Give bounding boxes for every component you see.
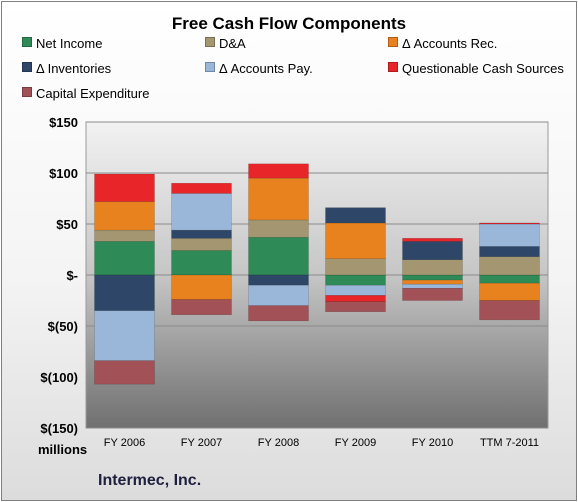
legend-item: Questionable Cash Sources (388, 61, 564, 77)
bar-segment (248, 284, 309, 306)
bar-segment (171, 238, 232, 251)
bar-segment (94, 360, 155, 385)
bar-segment (171, 229, 232, 239)
bar-segment (171, 299, 232, 316)
legend-item: Δ Inventories (22, 61, 111, 77)
bar-segment (171, 274, 232, 300)
y-tick-label: $100 (49, 166, 78, 181)
bar-segment (248, 177, 309, 221)
legend-item: Capital Expenditure (22, 86, 149, 102)
legend-label: Δ Accounts Rec. (402, 36, 498, 51)
y-tick-label: $- (66, 268, 78, 283)
y-tick-label: $150 (49, 115, 78, 130)
legend-item: Net Income (22, 36, 102, 52)
legend-swatch (388, 37, 398, 47)
bar-segment (402, 283, 463, 289)
x-tick-label: FY 2009 (335, 437, 376, 449)
legend-swatch (22, 37, 32, 47)
bar-segment (402, 241, 463, 260)
bar-segment (171, 250, 232, 276)
legend-item: Δ Accounts Rec. (388, 36, 497, 52)
bar-segment (479, 256, 540, 276)
x-tick-label: FY 2008 (258, 437, 299, 449)
bar-segment (479, 222, 540, 225)
legend-swatch (22, 87, 32, 97)
bar-segment (479, 274, 540, 284)
bar-segment (325, 301, 386, 312)
bar-segment (171, 193, 232, 231)
bar-segment (94, 173, 155, 202)
legend-label: Capital Expenditure (36, 86, 150, 101)
units-label: millions (38, 442, 88, 457)
bar-segment (402, 238, 463, 242)
legend-item: Δ Accounts Pay. (205, 61, 313, 77)
legend-swatch (22, 62, 32, 72)
legend-label: Δ Inventories (36, 61, 112, 76)
bar-segment (402, 288, 463, 301)
bar-segment (479, 246, 540, 257)
bar-segment (94, 241, 155, 276)
legend-label: Net Income (36, 36, 103, 51)
bar-segment (325, 207, 386, 224)
bar-segment (402, 274, 463, 281)
bar-segment (248, 274, 309, 286)
bar-segment (94, 201, 155, 231)
legend-swatch (205, 62, 215, 72)
bar-segment (171, 182, 232, 194)
y-tick-label: $50 (56, 217, 78, 232)
bar-segment (94, 310, 155, 361)
legend-swatch (205, 37, 215, 47)
x-tick-label: FY 2007 (181, 437, 222, 449)
y-tick-label: $(100) (40, 370, 78, 385)
bar-segment (248, 163, 309, 179)
chart-title: Free Cash Flow Components (171, 14, 407, 33)
bar-segment (479, 282, 540, 301)
bar-segment (325, 258, 386, 276)
bar-segment (94, 274, 155, 311)
bar-segment (325, 222, 386, 259)
bar-segment (248, 305, 309, 322)
legend-label: Δ Accounts Pay. (219, 61, 313, 76)
bar-segment (402, 259, 463, 276)
bar-segment (248, 219, 309, 238)
legend-label: Questionable Cash Sources (402, 61, 564, 76)
x-tick-label: FY 2010 (412, 437, 453, 449)
bar-segment (325, 284, 386, 296)
bar-segment (479, 300, 540, 321)
y-tick-label: $(50) (48, 319, 78, 334)
legend-swatch (388, 62, 398, 72)
bar-segment (402, 279, 463, 285)
bar-segment (325, 274, 386, 286)
bar-segment (248, 237, 309, 276)
x-tick-label: FY 2006 (104, 437, 145, 449)
y-tick-label: $(150) (40, 421, 78, 436)
bar-segment (94, 229, 155, 242)
company-name: Intermec, Inc. (98, 472, 202, 489)
legend-label: D&A (219, 36, 246, 51)
bar-segment (325, 295, 386, 302)
legend-item: D&A (205, 36, 246, 52)
bar-segment (479, 223, 540, 247)
x-tick-label: TTM 7-2011 (480, 437, 539, 449)
